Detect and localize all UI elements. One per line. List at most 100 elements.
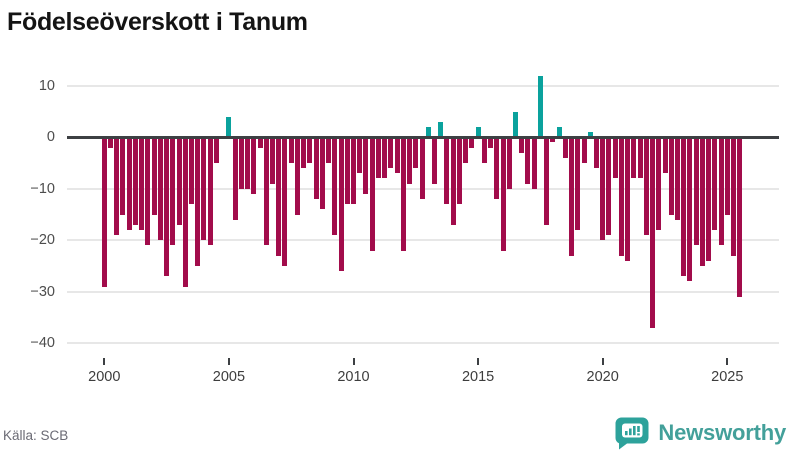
bar — [344, 137, 350, 205]
bar — [544, 137, 550, 225]
bar — [550, 137, 556, 143]
bar — [438, 121, 444, 138]
gridline-y--40 — [67, 342, 779, 345]
bar — [593, 137, 599, 169]
bar — [232, 137, 238, 220]
bar — [332, 137, 338, 236]
bar-chart-bubble-icon — [614, 416, 650, 450]
bar — [724, 137, 730, 215]
bar — [276, 137, 282, 256]
bar — [618, 137, 624, 256]
bar — [357, 137, 363, 174]
y-axis-label: 0 — [46, 129, 55, 146]
bar — [575, 137, 581, 230]
bar — [351, 137, 356, 205]
bar — [656, 137, 662, 230]
bar — [201, 137, 207, 241]
y-axis-label: −10 — [30, 180, 55, 197]
bar — [139, 137, 145, 230]
bar — [706, 137, 712, 261]
bar — [213, 137, 219, 164]
bar — [313, 137, 319, 200]
bar — [108, 137, 114, 148]
bar — [687, 137, 693, 282]
bar — [394, 137, 400, 174]
page-title: Födelseöverskott i Tanum — [7, 8, 308, 36]
bar — [712, 137, 718, 230]
bar — [469, 137, 475, 148]
x-axis-tick — [477, 358, 480, 365]
gridline-y--30 — [67, 290, 779, 293]
bar — [450, 137, 456, 225]
bar — [419, 137, 425, 200]
bar — [519, 137, 525, 153]
gridline-y--20 — [67, 239, 779, 242]
bar — [494, 137, 500, 200]
bar — [319, 137, 325, 210]
bar — [251, 137, 257, 194]
bar — [182, 137, 188, 287]
bar — [531, 137, 537, 189]
bar — [189, 137, 195, 205]
x-axis-label: 2015 — [461, 369, 495, 385]
bar — [562, 137, 568, 158]
bar — [126, 137, 132, 230]
bar — [363, 137, 369, 194]
bar — [674, 137, 680, 220]
bar — [668, 137, 674, 215]
bar — [612, 137, 618, 179]
bar — [637, 137, 643, 179]
bar — [145, 137, 151, 246]
bar — [226, 116, 232, 138]
bar — [170, 137, 176, 246]
bar — [488, 137, 494, 148]
bar — [506, 137, 512, 189]
bar — [195, 137, 201, 267]
x-axis-label: 2010 — [337, 369, 370, 385]
bar — [413, 137, 419, 169]
bar — [282, 137, 288, 267]
bar — [425, 127, 431, 138]
bar — [120, 137, 126, 215]
bar — [606, 137, 612, 236]
bar — [294, 137, 300, 215]
bar — [475, 127, 481, 138]
y-axis-label: 10 — [38, 77, 55, 94]
bar — [326, 137, 332, 164]
bar — [157, 137, 163, 241]
bar — [132, 137, 138, 225]
bar — [245, 137, 251, 189]
bar — [693, 137, 699, 246]
x-axis-label: 2005 — [212, 369, 246, 385]
x-axis-tick — [601, 358, 604, 365]
gridline-y-10 — [67, 84, 779, 87]
bar — [301, 137, 307, 169]
bar — [525, 137, 531, 184]
bar — [338, 137, 344, 272]
bar — [643, 137, 649, 236]
bar — [481, 137, 487, 164]
bar — [662, 137, 668, 174]
bar — [151, 137, 157, 215]
bar — [600, 137, 606, 241]
x-axis-tick — [103, 358, 106, 365]
bar — [444, 137, 450, 205]
bar — [407, 137, 413, 184]
bar — [257, 137, 263, 148]
bar — [207, 137, 213, 246]
bar — [625, 137, 631, 261]
newsworthy-logo[interactable]: Newsworthy — [614, 416, 786, 450]
bar — [164, 137, 170, 277]
bar — [288, 137, 294, 164]
x-axis-tick — [352, 358, 355, 365]
bar — [176, 137, 182, 225]
y-axis-label: −40 — [30, 335, 55, 352]
bar — [737, 137, 743, 297]
x-axis-label: 2000 — [88, 369, 121, 385]
bar — [369, 137, 375, 251]
bar — [581, 137, 587, 164]
bar — [731, 137, 737, 256]
bar — [556, 127, 562, 138]
bar — [587, 132, 593, 138]
